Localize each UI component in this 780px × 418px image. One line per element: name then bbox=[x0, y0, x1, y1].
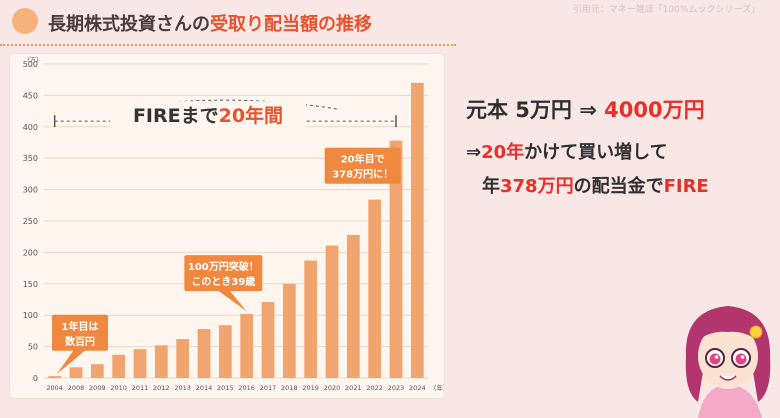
x-tick-label: 2010 bbox=[110, 384, 127, 392]
bar bbox=[69, 367, 83, 378]
x-tick-label: 2024 bbox=[409, 384, 426, 392]
page-title: 長期株式投資さんの受取り配当額の推移 bbox=[48, 10, 372, 36]
y-tick-label: 250 bbox=[23, 217, 38, 226]
y-tick-label: 400 bbox=[23, 123, 38, 132]
y-tick-label: 0 bbox=[33, 374, 38, 383]
x-unit-label: （年） bbox=[430, 383, 444, 392]
bar bbox=[176, 339, 190, 378]
dividend-value-text: 378万円 bbox=[500, 176, 574, 197]
dividend-bar-chart: 0 50 100 150 200 250 300 350 400 450 500（万） 2004 200… bbox=[23, 57, 444, 392]
x-tick-label: 2013 bbox=[174, 384, 191, 392]
bar bbox=[154, 345, 168, 378]
callout-first-year-line1: 1年目は bbox=[62, 320, 99, 333]
avatar-illustration bbox=[685, 306, 771, 418]
bar bbox=[112, 354, 126, 378]
x-tick-label: 2015 bbox=[217, 384, 234, 392]
bar bbox=[218, 325, 232, 378]
bar bbox=[240, 313, 254, 378]
callout-20th-year-box bbox=[324, 147, 401, 184]
bar bbox=[410, 82, 424, 378]
dividend-prefix-text: 年 bbox=[482, 176, 500, 197]
callout-20th-year-line1: 20年目で bbox=[341, 153, 385, 166]
x-tick-label: 2020 bbox=[324, 384, 341, 392]
fire-label-background bbox=[110, 101, 306, 134]
bar bbox=[90, 364, 104, 378]
x-tick-label: 2021 bbox=[345, 384, 362, 392]
x-tick-label: 2011 bbox=[132, 384, 149, 392]
x-tick-label: 2022 bbox=[366, 384, 383, 392]
callout-100man-line1: 100万円突破！ bbox=[188, 260, 259, 273]
bar bbox=[133, 349, 147, 378]
x-tick-label: 2017 bbox=[260, 384, 277, 392]
title-accent-text: 受取り配当額の推移 bbox=[210, 14, 372, 35]
x-tick-label: 2019 bbox=[302, 384, 319, 392]
y-tick-label: 150 bbox=[23, 280, 38, 289]
x-tick-label: 2008 bbox=[68, 384, 85, 392]
y-tick-label: 50 bbox=[28, 343, 38, 352]
y-tick-label: 300 bbox=[23, 186, 38, 195]
y-unit-label: （万） bbox=[24, 57, 42, 64]
bar bbox=[389, 140, 403, 378]
arrow-text: ⇒ bbox=[466, 142, 482, 163]
duration-rest-text: かけて買い増して bbox=[524, 142, 668, 163]
fire-label: FIREまで20年間 bbox=[133, 104, 283, 127]
summary-line-duration: ⇒20年かけて買い増して bbox=[466, 138, 668, 164]
final-value-text: 4000万円 bbox=[604, 98, 705, 122]
x-tick-label: 2014 bbox=[196, 384, 213, 392]
duration-text: 20年 bbox=[481, 142, 525, 163]
divider bbox=[0, 44, 456, 46]
callout-first-year-box bbox=[52, 314, 108, 351]
header-bullet-icon bbox=[12, 8, 38, 34]
x-tick-label: 2009 bbox=[89, 384, 106, 392]
bar bbox=[48, 376, 62, 378]
bar bbox=[282, 283, 296, 378]
callout-100man-box bbox=[184, 255, 263, 292]
y-tick-label: 500 bbox=[23, 60, 38, 69]
bar bbox=[304, 260, 318, 378]
avatar bbox=[676, 296, 780, 418]
callout-100man-pointer bbox=[217, 290, 247, 312]
bar bbox=[197, 329, 211, 378]
y-tick-label: 350 bbox=[23, 154, 38, 163]
chart-card: 0 50 100 150 200 250 300 350 400 450 500 （万） 2004 200… bbox=[10, 54, 444, 398]
callout-first-year-pointer bbox=[56, 349, 86, 375]
x-tick-label: 2016 bbox=[238, 384, 255, 392]
title-text: 長期株式投資さんの bbox=[48, 14, 210, 35]
dividend-mid-text: の配当金で bbox=[573, 176, 664, 197]
callout-first-year-line2: 数百円 bbox=[65, 335, 95, 348]
bar bbox=[368, 199, 382, 378]
fire-label-prefix: FIREまで bbox=[133, 105, 219, 127]
y-tick-label: 100 bbox=[23, 311, 38, 320]
x-tick-label: 2023 bbox=[388, 384, 405, 392]
summary-line-principal: 元本 5万円 ⇒ 4000万円 bbox=[466, 94, 705, 124]
x-tick-label: 2004 bbox=[46, 384, 63, 392]
principal-text: 元本 5万円 ⇒ bbox=[466, 98, 605, 122]
header: 長期株式投資さんの受取り配当額の推移 引用元：マネー雑誌「100%ムックシリーズ… bbox=[0, 0, 780, 44]
x-tick-label: 2018 bbox=[281, 384, 298, 392]
fire-label-years: 20年間 bbox=[219, 104, 283, 127]
summary-line-dividend: 年378万円の配当金でFIRE bbox=[482, 172, 709, 198]
source-note: 引用元：マネー雑誌「100%ムックシリーズ」 bbox=[572, 5, 760, 15]
callout-100man-line2: このとき39歳 bbox=[191, 275, 255, 288]
x-tick-label: 2012 bbox=[153, 384, 170, 392]
callout-20th-year-line2: 378万円に！ bbox=[332, 169, 393, 181]
y-tick-label: 200 bbox=[23, 248, 38, 257]
bar bbox=[346, 234, 360, 378]
fire-text: FIRE bbox=[663, 176, 709, 197]
y-tick-label: 450 bbox=[23, 91, 38, 100]
bar bbox=[325, 245, 339, 378]
bar bbox=[261, 302, 275, 378]
